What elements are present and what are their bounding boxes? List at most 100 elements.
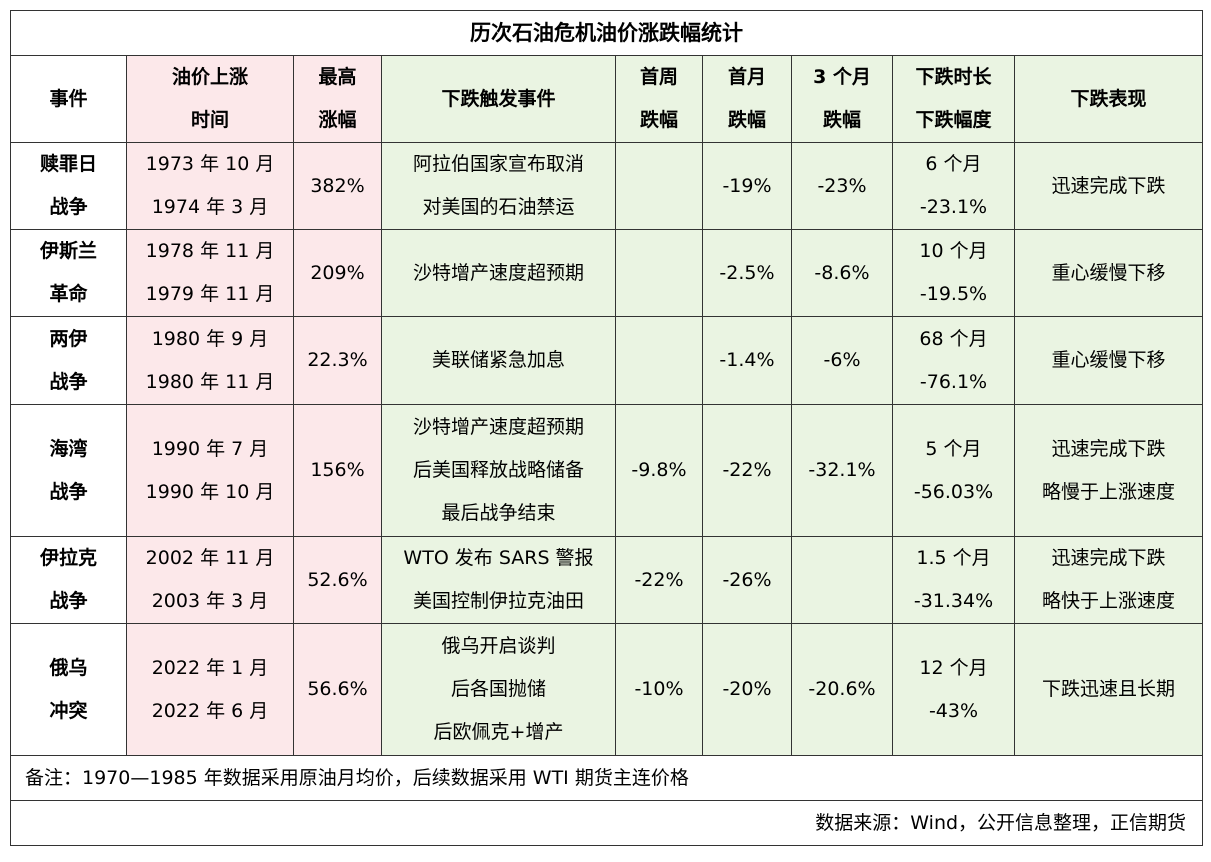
header-week-drop: 首周 跌幅 bbox=[615, 55, 703, 143]
performance-cell-line: 迅速完成下跌 bbox=[1051, 174, 1166, 197]
event-cell-line: 冲突 bbox=[49, 699, 88, 722]
table-body: 赎罪日 战争 1973 年 10 月 1974 年 3 月 382% 阿拉伯国家宣布取消对… bbox=[10, 142, 1204, 756]
header-max-rise-line: 最高 bbox=[318, 66, 357, 88]
duration-cell-line: -31.34% bbox=[913, 590, 994, 612]
trigger-cell: 沙特增产速度超预期 后美国释放战略储备 最后战争结束 bbox=[381, 404, 616, 537]
rise-time-cell: 1980 年 9 月 1980 年 11 月 bbox=[126, 316, 294, 405]
week-drop-cell: -9.8% bbox=[615, 404, 703, 537]
3month-drop-cell: -32.1% bbox=[791, 404, 893, 537]
header-performance-line: 下跌表现 bbox=[1070, 87, 1147, 110]
performance-cell-line: 略快于上涨速度 bbox=[1042, 590, 1176, 612]
event-cell: 两伊 战争 bbox=[10, 316, 127, 405]
event-cell-line: 战争 bbox=[49, 196, 88, 218]
3month-drop-cell-line: -20.6% bbox=[808, 678, 876, 700]
event-cell-line: 战争 bbox=[49, 480, 88, 503]
trigger-cell-line: 沙特增产速度超预期 bbox=[412, 416, 584, 438]
header-duration: 下跌时长 下跌幅度 bbox=[892, 55, 1015, 143]
trigger-cell-line: 后美国释放战略储备 bbox=[412, 459, 584, 481]
rise-time-cell-line: 1973 年 10 月 bbox=[145, 153, 275, 175]
performance-cell-line: 重心缓慢下移 bbox=[1051, 349, 1166, 371]
rise-time-cell-line: 1980 年 11 月 bbox=[145, 370, 275, 393]
rise-time-cell-line: 2022 年 1 月 bbox=[151, 656, 269, 679]
event-cell: 赎罪日 战争 bbox=[10, 142, 127, 230]
3month-drop-cell bbox=[791, 536, 893, 624]
trigger-cell: 沙特增产速度超预期 bbox=[381, 229, 616, 317]
header-duration-line: 下跌时长 bbox=[915, 66, 992, 88]
duration-cell-line: 1.5 个月 bbox=[916, 547, 991, 569]
header-3month-drop: 3 个月 跌幅 bbox=[791, 55, 893, 143]
3month-drop-cell-line: -23% bbox=[817, 174, 867, 197]
footnote: 备注：1970—1985 年数据采用原油月均价，后续数据采用 WTI 期货主连价… bbox=[9, 755, 1204, 801]
max-rise-cell-line: 209% bbox=[310, 261, 365, 284]
duration-cell-line: -43% bbox=[928, 699, 979, 722]
performance-cell: 迅速完成下跌 略快于上涨速度 bbox=[1013, 536, 1204, 624]
table-row: 伊斯兰 革命 1978 年 11 月 1979 年 11 月 209% 沙特增产速度超预期… bbox=[10, 229, 1204, 317]
rise-time-cell-line: 2003 年 3 月 bbox=[151, 590, 269, 612]
duration-cell-line: 5 个月 bbox=[925, 437, 982, 460]
header-performance: 下跌表现 bbox=[1013, 55, 1204, 143]
rise-time-cell-line: 1979 年 11 月 bbox=[145, 283, 275, 305]
trigger-cell-line: 阿拉伯国家宣布取消 bbox=[412, 153, 584, 175]
duration-cell: 12 个月 -43% bbox=[892, 623, 1015, 756]
duration-cell-line: 12 个月 bbox=[919, 656, 988, 679]
week-drop-cell: -22% bbox=[615, 536, 703, 624]
header-duration-line: 下跌幅度 bbox=[915, 109, 992, 131]
max-rise-cell-line: 52.6% bbox=[307, 568, 368, 591]
trigger-cell-line: 美国控制伊拉克油田 bbox=[412, 590, 584, 612]
max-rise-cell-line: 22.3% bbox=[307, 349, 368, 371]
event-cell-line: 伊斯兰 bbox=[39, 240, 97, 262]
event-cell-line: 战争 bbox=[49, 590, 88, 612]
header-max-rise-line: 涨幅 bbox=[318, 109, 357, 131]
duration-cell: 5 个月 -56.03% bbox=[892, 404, 1015, 537]
performance-cell: 下跌迅速且长期 bbox=[1013, 623, 1204, 756]
header-3month-drop-line: 3 个月 bbox=[813, 66, 871, 88]
max-rise-cell-line: 382% bbox=[310, 174, 365, 197]
header-event-line: 事件 bbox=[49, 87, 88, 110]
oil-crisis-table: 历次石油危机油价涨跌幅统计 事件 油价上涨 时间 最高 涨幅 下跌触发事件 首周 跌幅 首月 跌幅… bbox=[9, 10, 1204, 846]
duration-cell-line: 6 个月 bbox=[925, 153, 982, 175]
3month-drop-cell: -20.6% bbox=[791, 623, 893, 756]
performance-cell-line: 下跌迅速且长期 bbox=[1042, 678, 1176, 700]
duration-cell: 1.5 个月 -31.34% bbox=[892, 536, 1015, 624]
max-rise-cell: 56.6% bbox=[293, 623, 382, 756]
table-row: 赎罪日 战争 1973 年 10 月 1974 年 3 月 382% 阿拉伯国家宣布取消对… bbox=[10, 142, 1204, 230]
rise-time-cell: 1990 年 7 月 1990 年 10 月 bbox=[126, 404, 294, 537]
performance-cell: 迅速完成下跌 bbox=[1013, 142, 1204, 230]
month-drop-cell-line: -22% bbox=[722, 459, 772, 481]
duration-cell-line: 68 个月 bbox=[919, 327, 988, 350]
duration-cell: 10 个月 -19.5% bbox=[892, 229, 1015, 317]
header-week-drop-line: 首周 bbox=[639, 66, 678, 88]
month-drop-cell-line: -20% bbox=[722, 678, 772, 700]
week-drop-cell-line: -9.8% bbox=[631, 459, 687, 481]
month-drop-cell-line: -2.5% bbox=[719, 261, 775, 284]
header-rise-time: 油价上涨 时间 bbox=[126, 55, 294, 143]
event-cell-line: 俄乌 bbox=[49, 656, 88, 679]
performance-cell: 迅速完成下跌 略慢于上涨速度 bbox=[1013, 404, 1204, 537]
max-rise-cell-line: 56.6% bbox=[307, 678, 368, 700]
trigger-cell-line: WTO 发布 SARS 警报 bbox=[403, 547, 594, 569]
trigger-cell: 阿拉伯国家宣布取消 对美国的石油禁运 bbox=[381, 142, 616, 230]
data-source: 数据来源：Wind，公开信息整理，正信期货 bbox=[9, 800, 1204, 846]
table-wrapper: 历次石油危机油价涨跌幅统计 事件 油价上涨 时间 最高 涨幅 下跌触发事件 首周 跌幅 首月 跌幅… bbox=[9, 10, 1204, 846]
month-drop-cell-line: -19% bbox=[722, 174, 772, 197]
max-rise-cell: 209% bbox=[293, 229, 382, 317]
event-cell-line: 海湾 bbox=[49, 437, 88, 460]
3month-drop-cell: -23% bbox=[791, 142, 893, 230]
3month-drop-cell-line: -6% bbox=[823, 349, 861, 371]
event-cell-line: 伊拉克 bbox=[39, 547, 97, 569]
event-cell: 海湾 战争 bbox=[10, 404, 127, 537]
duration-cell-line: 10 个月 bbox=[919, 240, 988, 262]
month-drop-cell: -2.5% bbox=[702, 229, 792, 317]
month-drop-cell: -20% bbox=[702, 623, 792, 756]
table-title: 历次石油危机油价涨跌幅统计 bbox=[9, 10, 1204, 56]
rise-time-cell-line: 2022 年 6 月 bbox=[151, 699, 269, 722]
week-drop-cell-line: -10% bbox=[634, 678, 684, 700]
table-row: 俄乌 冲突 2022 年 1 月 2022 年 6 月 56.6% 俄乌开启谈判 后各国抛储… bbox=[10, 623, 1204, 756]
header-event: 事件 bbox=[10, 55, 127, 143]
header-month-drop-line: 首月 bbox=[727, 66, 766, 88]
performance-cell-line: 略慢于上涨速度 bbox=[1042, 480, 1176, 503]
rise-time-cell-line: 1990 年 7 月 bbox=[151, 437, 269, 460]
performance-cell-line: 迅速完成下跌 bbox=[1051, 437, 1166, 460]
month-drop-cell-line: -1.4% bbox=[719, 349, 775, 371]
month-drop-cell: -19% bbox=[702, 142, 792, 230]
